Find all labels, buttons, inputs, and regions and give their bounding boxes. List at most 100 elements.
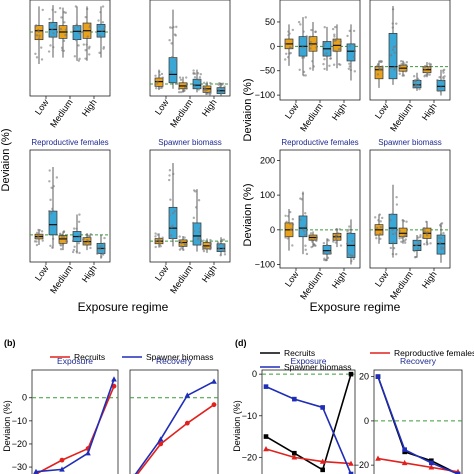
jitter-point bbox=[403, 241, 407, 245]
jitter-point bbox=[304, 16, 307, 19]
jitter-point bbox=[413, 256, 417, 259]
jitter-point bbox=[202, 81, 206, 85]
jitter-point bbox=[379, 225, 382, 229]
jitter-point bbox=[175, 25, 178, 29]
jitter-point bbox=[51, 246, 54, 249]
jitter-point bbox=[374, 234, 378, 237]
jitter-point bbox=[392, 246, 396, 250]
x-tick-label: Low bbox=[283, 101, 301, 121]
jitter-point bbox=[315, 41, 318, 44]
jitter-point bbox=[50, 28, 54, 31]
jitter-point bbox=[286, 237, 289, 240]
jitter-point bbox=[324, 41, 327, 44]
jitter-point bbox=[326, 256, 330, 260]
x-tick-label: Medium bbox=[298, 269, 325, 301]
jitter-point bbox=[37, 37, 41, 40]
jitter-point bbox=[337, 47, 341, 51]
jitter-point bbox=[219, 254, 222, 257]
jitter-point bbox=[440, 247, 443, 251]
jitter-point bbox=[89, 232, 92, 236]
jitter-point bbox=[440, 237, 443, 240]
jitter-point bbox=[168, 169, 172, 172]
jitter-point bbox=[440, 245, 443, 249]
jitter-point bbox=[84, 243, 88, 246]
jitter-point bbox=[419, 234, 422, 237]
subplot-title: Exposure bbox=[291, 356, 327, 366]
jitter-point bbox=[40, 230, 44, 233]
jitter-point bbox=[205, 247, 209, 251]
jitter-point bbox=[311, 240, 314, 243]
jitter-point bbox=[380, 60, 384, 63]
jitter-point bbox=[332, 240, 335, 243]
jitter-point bbox=[395, 196, 398, 199]
jitter-point bbox=[303, 233, 307, 236]
jitter-point bbox=[402, 235, 406, 238]
box-blue bbox=[192, 78, 202, 90]
panel-title: Spawner biomass bbox=[158, 138, 222, 147]
jitter-point bbox=[305, 35, 308, 38]
jitter-point bbox=[177, 90, 181, 94]
jitter-point bbox=[309, 232, 313, 235]
jitter-point bbox=[77, 220, 81, 223]
jitter-point bbox=[391, 26, 394, 29]
legend-label: Spawner biomass bbox=[146, 352, 214, 362]
jitter-point bbox=[97, 19, 100, 22]
jitter-point bbox=[35, 231, 39, 235]
jitter-point bbox=[78, 251, 81, 255]
jitter-point bbox=[35, 237, 38, 240]
data-point bbox=[348, 371, 354, 377]
jitter-point bbox=[289, 210, 292, 214]
jitter-point bbox=[334, 234, 338, 238]
jitter-point bbox=[99, 247, 102, 251]
x-tick-label: Medium bbox=[48, 263, 75, 295]
jitter-point bbox=[376, 73, 380, 76]
data-point bbox=[184, 420, 190, 426]
jitter-point bbox=[426, 242, 429, 246]
jitter-point bbox=[314, 30, 317, 34]
data-point bbox=[348, 471, 354, 474]
jitter-point bbox=[75, 250, 78, 253]
jitter-point bbox=[309, 47, 312, 50]
y-tick-label: −100 bbox=[255, 260, 275, 270]
jitter-point bbox=[322, 62, 325, 66]
y-tick-label: 20 bbox=[359, 372, 369, 382]
jitter-point bbox=[402, 74, 406, 77]
jitter-point bbox=[40, 46, 43, 49]
jitter-point bbox=[287, 56, 290, 59]
jitter-point bbox=[52, 185, 55, 188]
jitter-point bbox=[348, 29, 351, 33]
left-x-axis-title: Exposure regime bbox=[78, 300, 169, 314]
legend-label: Spawner biomass bbox=[284, 362, 352, 372]
jitter-point bbox=[183, 242, 186, 246]
jitter-point bbox=[71, 250, 75, 254]
jitter-point bbox=[185, 83, 188, 87]
jitter-point bbox=[41, 239, 44, 242]
jitter-point bbox=[338, 228, 341, 231]
jitter-point bbox=[174, 58, 178, 61]
jitter-point bbox=[412, 75, 416, 78]
series-line bbox=[265, 448, 352, 465]
jitter-point bbox=[172, 25, 175, 29]
jitter-point bbox=[302, 56, 306, 59]
legend-label: Recruits bbox=[74, 352, 105, 362]
jitter-point bbox=[301, 192, 305, 195]
jitter-point bbox=[423, 242, 426, 246]
jitter-point bbox=[175, 82, 178, 85]
y-tick-label: −20 bbox=[354, 460, 369, 470]
jitter-point bbox=[334, 25, 337, 29]
jitter-point bbox=[183, 89, 186, 92]
jitter-point bbox=[103, 27, 106, 30]
jitter-point bbox=[314, 244, 317, 247]
jitter-point bbox=[75, 227, 78, 230]
jitter-point bbox=[437, 236, 441, 239]
x-tick-label: Low bbox=[373, 269, 391, 289]
jitter-point bbox=[154, 74, 157, 77]
subplot-frame bbox=[129, 369, 219, 474]
jitter-point bbox=[334, 39, 338, 42]
series-line bbox=[134, 380, 215, 474]
jitter-point bbox=[208, 247, 212, 251]
jitter-point bbox=[424, 74, 427, 77]
jitter-point bbox=[59, 27, 63, 31]
jitter-point bbox=[198, 227, 202, 230]
jitter-point bbox=[82, 241, 86, 244]
